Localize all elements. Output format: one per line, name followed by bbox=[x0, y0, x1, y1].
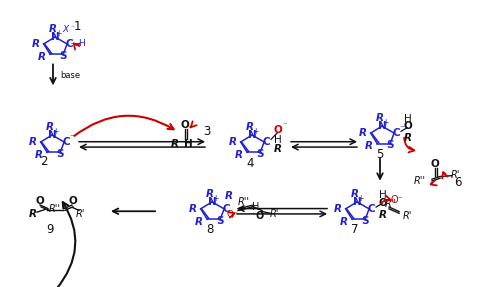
Text: C: C bbox=[262, 137, 270, 147]
Text: 7: 7 bbox=[351, 224, 359, 236]
Text: 5: 5 bbox=[376, 148, 384, 161]
Text: N: N bbox=[48, 130, 56, 140]
Text: O: O bbox=[430, 159, 440, 169]
Text: C: C bbox=[222, 204, 230, 214]
Text: C: C bbox=[66, 39, 73, 49]
Text: X: X bbox=[62, 25, 68, 34]
Text: R: R bbox=[171, 139, 179, 148]
Text: R: R bbox=[29, 209, 37, 219]
Text: 4: 4 bbox=[246, 157, 254, 170]
Text: S: S bbox=[386, 140, 394, 150]
Text: 2: 2 bbox=[40, 155, 48, 168]
Text: 8: 8 bbox=[206, 224, 214, 236]
Text: R: R bbox=[351, 189, 359, 199]
Text: ⁻: ⁻ bbox=[282, 121, 288, 131]
Text: S: S bbox=[216, 216, 224, 226]
Text: R: R bbox=[225, 191, 233, 201]
Text: R'': R'' bbox=[49, 203, 61, 214]
Text: ⁻: ⁻ bbox=[400, 125, 405, 135]
Text: R: R bbox=[195, 217, 203, 227]
Text: S: S bbox=[60, 51, 67, 61]
Text: ⁻: ⁻ bbox=[70, 133, 75, 144]
Text: R: R bbox=[228, 137, 236, 147]
Text: R: R bbox=[235, 150, 243, 160]
Text: R'': R'' bbox=[385, 199, 397, 210]
Text: R: R bbox=[340, 217, 348, 227]
Text: —H: —H bbox=[70, 39, 86, 49]
Text: R: R bbox=[38, 52, 46, 62]
Text: O⁻: O⁻ bbox=[226, 210, 238, 219]
Text: R: R bbox=[246, 122, 254, 132]
Text: O: O bbox=[68, 195, 78, 205]
Text: O: O bbox=[180, 120, 190, 130]
Text: +: + bbox=[212, 194, 218, 203]
Text: H: H bbox=[379, 190, 387, 199]
Text: N: N bbox=[352, 197, 362, 207]
Text: S: S bbox=[56, 149, 64, 159]
Text: O: O bbox=[36, 195, 44, 205]
Text: H: H bbox=[184, 139, 192, 148]
Text: R'': R'' bbox=[238, 197, 250, 207]
Text: R': R' bbox=[402, 211, 412, 221]
Text: C: C bbox=[392, 128, 400, 138]
Text: O: O bbox=[274, 125, 282, 135]
Text: R: R bbox=[28, 137, 36, 147]
Text: +: + bbox=[357, 194, 363, 203]
Text: base: base bbox=[60, 71, 80, 80]
Text: R: R bbox=[35, 150, 43, 160]
Text: R': R' bbox=[450, 170, 460, 180]
Text: ⁻: ⁻ bbox=[70, 24, 74, 33]
Text: +: + bbox=[382, 118, 388, 127]
Text: R: R bbox=[274, 144, 282, 154]
Text: C: C bbox=[62, 137, 70, 147]
Text: C: C bbox=[368, 204, 375, 214]
Text: R': R' bbox=[270, 209, 279, 219]
Text: R'': R'' bbox=[414, 176, 426, 186]
Text: 9: 9 bbox=[46, 224, 54, 236]
Text: R: R bbox=[404, 133, 412, 143]
Text: 6: 6 bbox=[454, 176, 462, 189]
Text: +: + bbox=[252, 127, 258, 136]
Text: 3: 3 bbox=[204, 125, 210, 138]
Text: O: O bbox=[378, 198, 388, 208]
Text: +: + bbox=[55, 29, 61, 38]
Text: R: R bbox=[379, 210, 387, 220]
Text: R: R bbox=[358, 128, 366, 138]
Text: O⁻: O⁻ bbox=[390, 195, 404, 205]
Text: R: R bbox=[188, 204, 196, 214]
Text: O: O bbox=[404, 121, 412, 131]
Text: R: R bbox=[206, 189, 214, 199]
Text: R: R bbox=[334, 204, 342, 214]
Text: R: R bbox=[376, 113, 384, 123]
Text: H: H bbox=[404, 114, 412, 124]
Text: +: + bbox=[52, 127, 58, 136]
Text: R: R bbox=[49, 24, 57, 34]
Text: N: N bbox=[248, 130, 256, 140]
Text: R: R bbox=[32, 39, 40, 49]
Text: R': R' bbox=[76, 209, 84, 219]
Text: H: H bbox=[274, 135, 282, 145]
Text: O: O bbox=[256, 211, 264, 221]
Text: H: H bbox=[252, 202, 260, 212]
Text: N: N bbox=[208, 197, 216, 207]
Text: R: R bbox=[46, 122, 54, 132]
Text: S: S bbox=[362, 216, 369, 226]
Text: 1: 1 bbox=[73, 20, 81, 33]
Text: N: N bbox=[378, 121, 386, 131]
Text: S: S bbox=[256, 149, 264, 159]
Text: R: R bbox=[365, 141, 373, 151]
Text: N: N bbox=[50, 32, 59, 42]
